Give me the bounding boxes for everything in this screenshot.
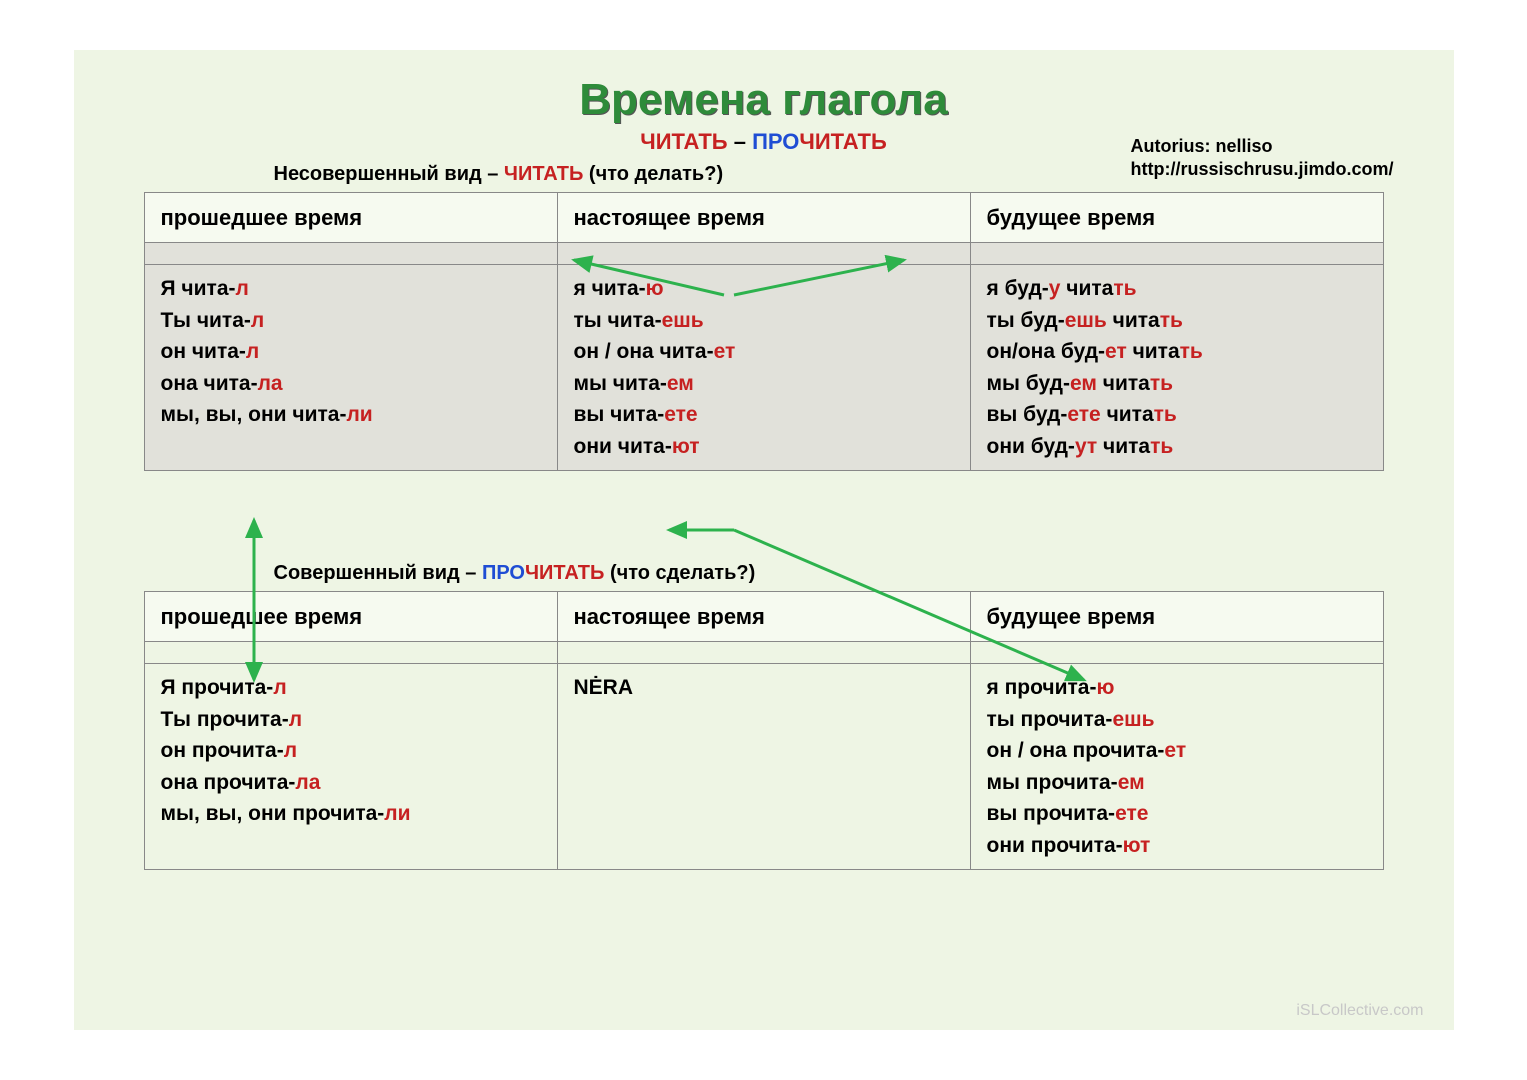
conjugation-line: мы прочита-ем [987,767,1367,799]
conjugation-line: вы буд-ете читать [987,399,1367,431]
perf-past-cell: Я прочита-лТы прочита-лон прочита-лона п… [144,664,557,870]
imperf-present-cell: я чита-юты чита-ешьон / она чита-етмы чи… [557,265,970,471]
col-present: настоящее время [557,592,970,642]
imperf-past-cell: Я чита-лТы чита-лон чита-лона чита-ламы,… [144,265,557,471]
conjugation-line: Ты чита-л [161,305,541,337]
conjugation-line: я прочита-ю [987,672,1367,704]
perf-present-cell: NĖRA [557,664,970,870]
table-row: Я прочита-лТы прочита-лон прочита-лона п… [144,664,1383,870]
conjugation-line: ты чита-ешь [574,305,954,337]
table-row: прошедшее время настоящее время будущее … [144,592,1383,642]
imperf-future-cell: я буд-у читатьты буд-ешь читатьон/она бу… [970,265,1383,471]
col-future: будущее время [970,592,1383,642]
conjugation-line: он чита-л [161,336,541,368]
conjugation-line: мы чита-ем [574,368,954,400]
perf-future-cell: я прочита-юты прочита-ешьон / она прочит… [970,664,1383,870]
conjugation-line: он / она прочита-ет [987,735,1367,767]
table-row: прошедшее время настоящее время будущее … [144,193,1383,243]
conjugation-line: ты прочита-ешь [987,704,1367,736]
perfective-table: прошедшее время настоящее время будущее … [144,591,1384,870]
col-future: будущее время [970,193,1383,243]
conjugation-line: вы прочита-ете [987,798,1367,830]
conjugation-line: я чита-ю [574,273,954,305]
conjugation-line: они прочита-ют [987,830,1367,862]
conjugation-line: они чита-ют [574,431,954,463]
col-past: прошедшее время [144,193,557,243]
page-title: Времена глагола [114,75,1414,125]
conjugation-line: мы буд-ем читать [987,368,1367,400]
conjugation-line: ты буд-ешь читать [987,305,1367,337]
watermark: iSLCollective.com [1296,1002,1423,1020]
conjugation-line: Я чита-л [161,273,541,305]
conjugation-line: она чита-ла [161,368,541,400]
table-row: Я чита-лТы чита-лон чита-лона чита-ламы,… [144,265,1383,471]
col-present: настоящее время [557,193,970,243]
conjugation-line: Я прочита-л [161,672,541,704]
conjugation-line: Ты прочита-л [161,704,541,736]
worksheet-page: Времена глагола ЧИТАТЬ – ПРОЧИТАТЬ Autor… [74,50,1454,1030]
table-row [144,642,1383,664]
conjugation-line: он прочита-л [161,735,541,767]
conjugation-line: я буд-у читать [987,273,1367,305]
conjugation-line: мы, вы, они чита-ли [161,399,541,431]
conjugation-line: он / она чита-ет [574,336,954,368]
conjugation-line: она прочита-ла [161,767,541,799]
perfective-label: Совершенный вид – ПРОЧИТАТЬ (что сделать… [274,562,1414,585]
imperfective-table: прошедшее время настоящее время будущее … [144,192,1384,471]
conjugation-line: он/она буд-ет читать [987,336,1367,368]
conjugation-line: мы, вы, они прочита-ли [161,798,541,830]
attribution: Autorius: nelliso http://russischrusu.ji… [1130,135,1393,182]
conjugation-line: они буд-ут читать [987,431,1367,463]
table-row [144,243,1383,265]
col-past: прошедшее время [144,592,557,642]
conjugation-line: вы чита-ете [574,399,954,431]
